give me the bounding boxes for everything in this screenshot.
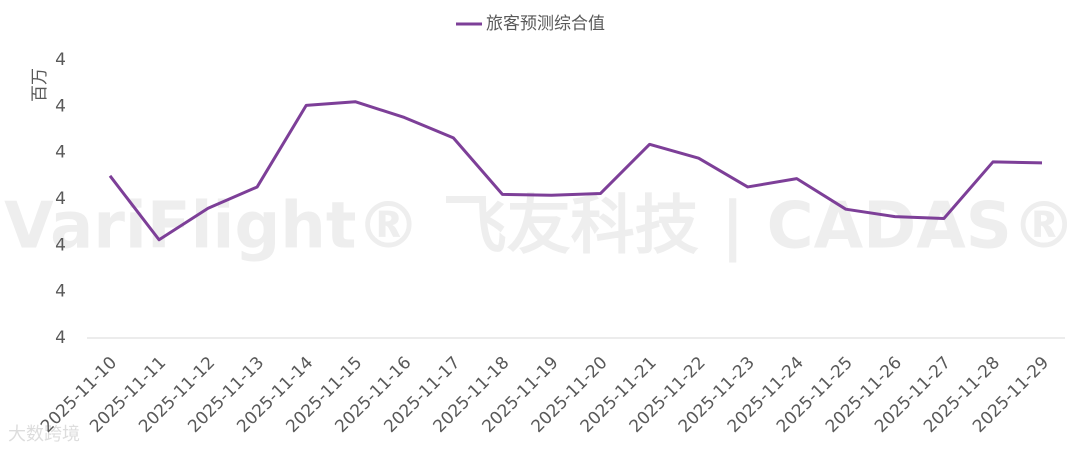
y-tick-label: 4 <box>55 96 66 116</box>
y-tick-label: 4 <box>55 189 66 209</box>
corner-watermark: 大数跨境 <box>8 424 80 445</box>
y-tick-label: 4 <box>55 143 66 163</box>
y-axis-label: 百万 <box>30 68 50 102</box>
y-tick-label: 4 <box>55 282 66 302</box>
y-tick-label: 4 <box>55 328 66 348</box>
legend-label: 旅客预测综合值 <box>486 14 605 34</box>
y-tick-label: 4 <box>55 50 66 70</box>
watermark: VariFlight® 飞友科技 | CADAS® <box>4 190 1076 264</box>
line-series <box>108 100 1043 242</box>
y-tick-label: 4 <box>55 235 66 255</box>
